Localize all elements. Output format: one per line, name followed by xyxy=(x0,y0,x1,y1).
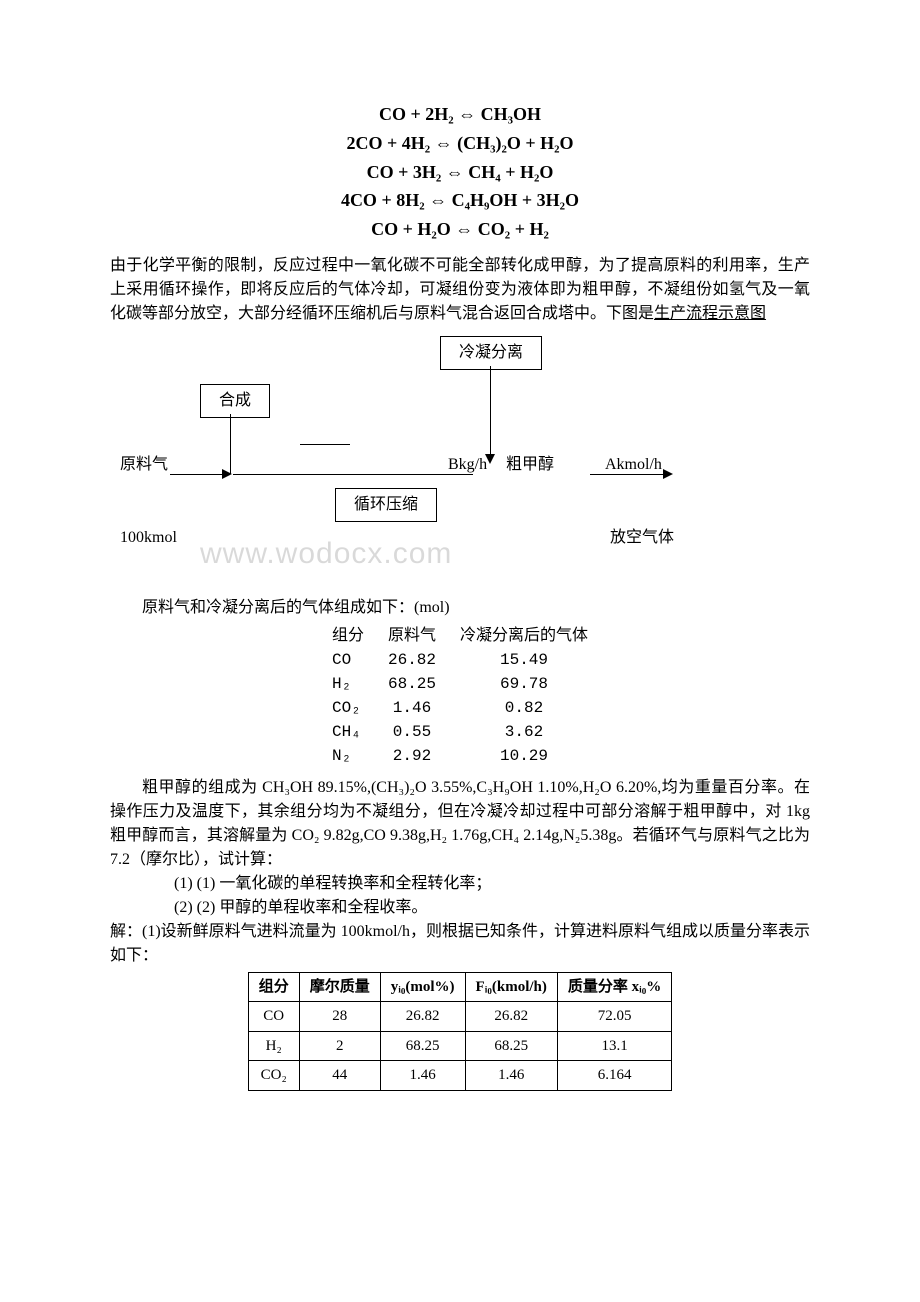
grid-3-2: 1.46 xyxy=(380,1061,465,1091)
grid-3-4: 6.164 xyxy=(557,1061,671,1091)
comp-row-4: CH₄ 0.55 3.62 xyxy=(320,720,600,744)
watermark-text: www.wodocx.com xyxy=(200,531,452,576)
box-condense: 冷凝分离 xyxy=(440,336,542,370)
comp-2-2: 69.78 xyxy=(448,672,600,696)
grid-header-row: 组分 摩尔质量 yᵢ₀(mol%) Fᵢ₀(kmol/h) 质量分率 xᵢ₀% xyxy=(248,972,672,1002)
arrow-r-vent xyxy=(663,469,673,479)
grid-3-1: 44 xyxy=(299,1061,380,1091)
grid-2-0: H₂ xyxy=(248,1031,299,1061)
grid-1-4: 72.05 xyxy=(557,1002,671,1032)
reaction-equations: CO + 2H₂ ⇔ CH₃OH 2CO + 4H₂ ⇔ (CH₃)₂O + H… xyxy=(110,100,810,244)
box-recycle: 循环压缩 xyxy=(335,488,437,522)
grid-2-4: 13.1 xyxy=(557,1031,671,1061)
comp-header-row: 组分 原料气 冷凝分离后的气体 xyxy=(320,624,600,648)
solution-intro: 解：(1)设新鲜原料气进料流量为 100kmol/h，则根据已知条件，计算进料原… xyxy=(110,920,810,968)
comp-1-1: 26.82 xyxy=(376,648,448,672)
intro-paragraph: 由于化学平衡的限制，反应过程中一氧化碳不可能全部转化成甲醇，为了提高原料的利用率… xyxy=(110,254,810,326)
grid-h2: yᵢ₀(mol%) xyxy=(380,972,465,1002)
composition-table: 组分 原料气 冷凝分离后的气体 CO 26.82 15.49 H₂ 68.25 … xyxy=(320,624,600,768)
grid-1-3: 26.82 xyxy=(465,1002,557,1032)
comp-h0: 组分 xyxy=(320,624,376,648)
comp-5-0: N₂ xyxy=(320,744,376,768)
box-synth: 合成 xyxy=(200,384,270,418)
process-diagram: 冷凝分离 合成 原料气 Bkg/h 粗甲醇 Akmol/h 循环压缩 100km… xyxy=(110,336,810,576)
comp-h1: 原料气 xyxy=(376,624,448,648)
line-v-condense xyxy=(490,366,491,461)
label-akmol: Akmol/h xyxy=(605,453,662,477)
label-100kmol: 100kmol xyxy=(120,526,177,550)
comp-row-1: CO 26.82 15.49 xyxy=(320,648,600,672)
comp-row-2: H₂ 68.25 69.78 xyxy=(320,672,600,696)
crude-methanol-paragraph: 粗甲醇的组成为 CH₃OH 89.15%,(CH₃)₂O 3.55%,C₃H₉O… xyxy=(110,776,810,872)
eq-3: CO + 3H₂ ⇔ CH₄ + H₂O xyxy=(110,158,810,187)
grid-2-3: 68.25 xyxy=(465,1031,557,1061)
grid-row-3: CO₂ 44 1.46 1.46 6.164 xyxy=(248,1061,672,1091)
question-2: (2) (2) 甲醇的单程收率和全程收率。 xyxy=(110,896,810,920)
question-1: (1) (1) 一氧化碳的单程转换率和全程转化率； xyxy=(110,872,810,896)
comp-title: 原料气和冷凝分离后的气体组成如下：(mol) xyxy=(110,596,810,620)
grid-h4: 质量分率 xᵢ₀% xyxy=(557,972,671,1002)
line-h-feed-1 xyxy=(170,474,230,475)
grid-3-3: 1.46 xyxy=(465,1061,557,1091)
comp-3-1: 1.46 xyxy=(376,696,448,720)
comp-5-2: 10.29 xyxy=(448,744,600,768)
comp-2-0: H₂ xyxy=(320,672,376,696)
comp-row-3: CO₂ 1.46 0.82 xyxy=(320,696,600,720)
line-h-main xyxy=(233,474,473,475)
comp-4-2: 3.62 xyxy=(448,720,600,744)
comp-1-2: 15.49 xyxy=(448,648,600,672)
comp-1-0: CO xyxy=(320,648,376,672)
comp-5-1: 2.92 xyxy=(376,744,448,768)
comp-2-1: 68.25 xyxy=(376,672,448,696)
label-vent: 放空气体 xyxy=(610,526,674,550)
grid-2-2: 68.25 xyxy=(380,1031,465,1061)
grid-h0: 组分 xyxy=(248,972,299,1002)
line-h-short xyxy=(300,444,350,445)
eq-2: 2CO + 4H₂ ⇔ (CH₃)₂O + H₂O xyxy=(110,129,810,158)
grid-2-1: 2 xyxy=(299,1031,380,1061)
eq-4: 4CO + 8H₂ ⇔ C₄H₉OH + 3H₂O xyxy=(110,186,810,215)
grid-1-0: CO xyxy=(248,1002,299,1032)
arrow-r-feed xyxy=(222,469,232,479)
eq-5: CO + H₂O ⇔ CO₂ + H₂ xyxy=(110,215,810,244)
mass-fraction-table: 组分 摩尔质量 yᵢ₀(mol%) Fᵢ₀(kmol/h) 质量分率 xᵢ₀% … xyxy=(248,972,673,1091)
intro-underline: 生产流程示意图 xyxy=(654,305,766,322)
comp-h2: 冷凝分离后的气体 xyxy=(448,624,600,648)
eq-1: CO + 2H₂ ⇔ CH₃OH xyxy=(110,100,810,129)
line-v-synth xyxy=(230,414,231,474)
comp-3-2: 0.82 xyxy=(448,696,600,720)
label-feed: 原料气 xyxy=(120,453,168,477)
comp-4-1: 0.55 xyxy=(376,720,448,744)
grid-h1: 摩尔质量 xyxy=(299,972,380,1002)
grid-h3: Fᵢ₀(kmol/h) xyxy=(465,972,557,1002)
grid-3-0: CO₂ xyxy=(248,1061,299,1091)
comp-3-0: CO₂ xyxy=(320,696,376,720)
comp-row-5: N₂ 2.92 10.29 xyxy=(320,744,600,768)
grid-1-1: 28 xyxy=(299,1002,380,1032)
grid-1-2: 26.82 xyxy=(380,1002,465,1032)
comp-4-0: CH₄ xyxy=(320,720,376,744)
grid-row-2: H₂ 2 68.25 68.25 13.1 xyxy=(248,1031,672,1061)
label-crude: 粗甲醇 xyxy=(506,453,554,477)
grid-row-1: CO 28 26.82 26.82 72.05 xyxy=(248,1002,672,1032)
label-bkg: Bkg/h xyxy=(448,453,487,477)
